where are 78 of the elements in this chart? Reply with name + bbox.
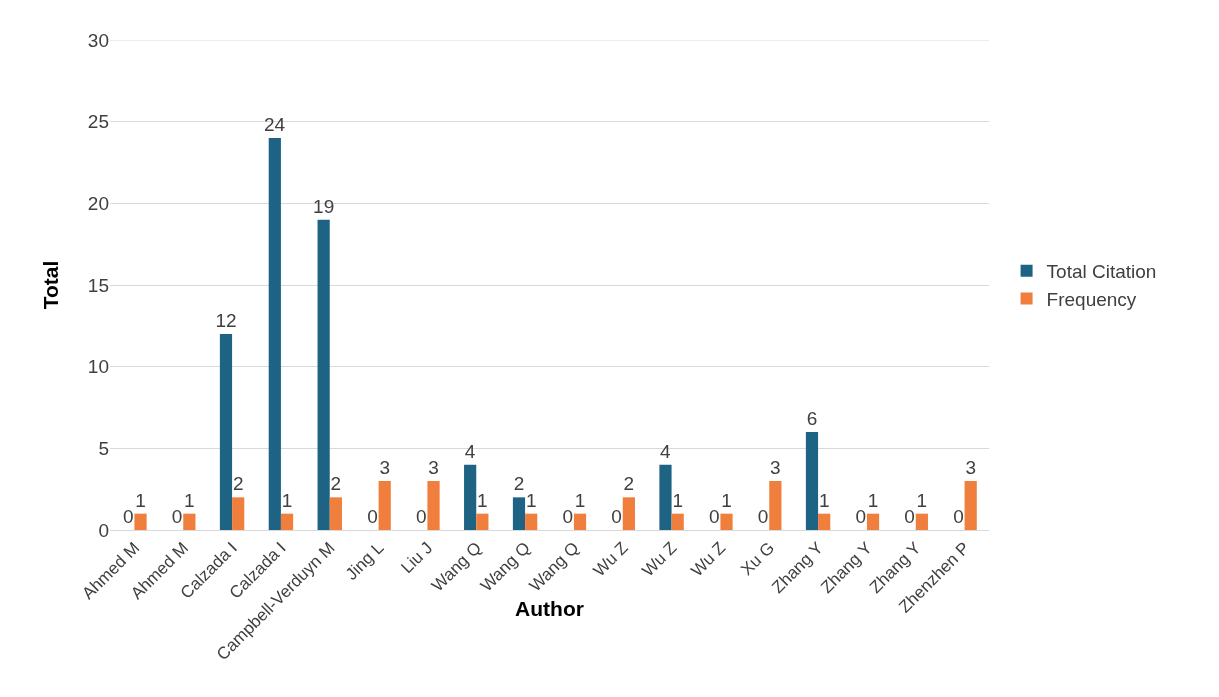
bar <box>476 513 489 530</box>
bar <box>915 513 928 530</box>
bar <box>512 497 526 530</box>
bar <box>769 481 782 530</box>
bar <box>317 219 330 530</box>
x-tick-label: Wu Z <box>638 538 681 581</box>
data-label: 2 <box>232 473 244 495</box>
y-tick-label: 25 <box>87 111 109 133</box>
y-tick-label: 20 <box>87 192 109 214</box>
data-label: 12 <box>215 310 237 331</box>
data-label: 2 <box>513 473 525 495</box>
bar <box>622 497 635 530</box>
bar <box>280 513 294 530</box>
bar <box>378 481 391 530</box>
data-label: 19 <box>313 195 335 217</box>
bar <box>268 138 281 530</box>
data-label: 0 <box>855 506 867 527</box>
data-label: 1 <box>135 489 146 511</box>
bar <box>671 513 684 530</box>
data-label: 1 <box>184 489 195 511</box>
x-tick-label: Liu J <box>397 538 437 578</box>
data-label: 0 <box>757 506 769 527</box>
x-axis-title: Author <box>515 597 584 621</box>
bar <box>818 513 831 530</box>
data-label: 4 <box>464 440 476 462</box>
bar <box>232 497 245 530</box>
data-label: 2 <box>330 473 342 495</box>
data-label: 0 <box>953 506 964 527</box>
data-label: 0 <box>416 506 427 527</box>
x-tick-label: Xu G <box>737 538 779 580</box>
data-label: 1 <box>281 489 293 511</box>
data-label: 1 <box>916 489 928 511</box>
legend-label: Frequency <box>1046 288 1137 310</box>
data-label: 3 <box>379 457 390 478</box>
data-label: 1 <box>867 489 879 511</box>
data-label: 3 <box>428 457 439 478</box>
data-label: 0 <box>904 506 915 527</box>
data-label: 1 <box>574 489 586 511</box>
bar <box>866 513 880 530</box>
data-label: 0 <box>709 506 720 527</box>
data-label: 1 <box>672 489 683 511</box>
data-label: 3 <box>770 457 781 478</box>
bar <box>525 513 538 530</box>
bar <box>659 464 672 530</box>
y-axis-title: Total <box>39 260 62 310</box>
y-tick-label: 30 <box>87 29 109 51</box>
data-label: 6 <box>806 408 818 429</box>
x-tick-label: Wu Z <box>687 538 730 581</box>
x-tick-label: Wu Z <box>589 538 632 581</box>
data-label: 1 <box>818 489 830 511</box>
data-label: 3 <box>965 457 976 478</box>
data-label: 2 <box>623 473 635 495</box>
y-tick-label: 0 <box>98 519 109 541</box>
bar <box>720 513 733 530</box>
data-label: 24 <box>264 114 286 135</box>
bar <box>964 481 977 530</box>
data-label: 1 <box>477 489 488 511</box>
data-label: 0 <box>367 506 378 527</box>
y-tick-label: 15 <box>87 274 109 296</box>
data-label: 1 <box>721 489 732 511</box>
data-label: 0 <box>562 506 574 527</box>
data-label: 0 <box>123 506 134 527</box>
x-tick-label: Jing L <box>341 538 388 584</box>
bar <box>464 464 477 530</box>
y-tick-label: 5 <box>98 437 109 459</box>
bar <box>183 513 196 530</box>
bar <box>329 497 342 530</box>
data-label: 4 <box>659 440 671 462</box>
data-label: 0 <box>171 506 183 527</box>
bar <box>427 481 440 530</box>
data-label: 0 <box>611 506 622 527</box>
data-label: 1 <box>525 489 537 511</box>
y-tick-label: 10 <box>87 356 109 378</box>
bar <box>134 513 147 530</box>
bar <box>219 334 233 530</box>
legend-label: Total Citation <box>1046 261 1157 283</box>
bar <box>573 513 587 530</box>
bar <box>805 432 819 530</box>
